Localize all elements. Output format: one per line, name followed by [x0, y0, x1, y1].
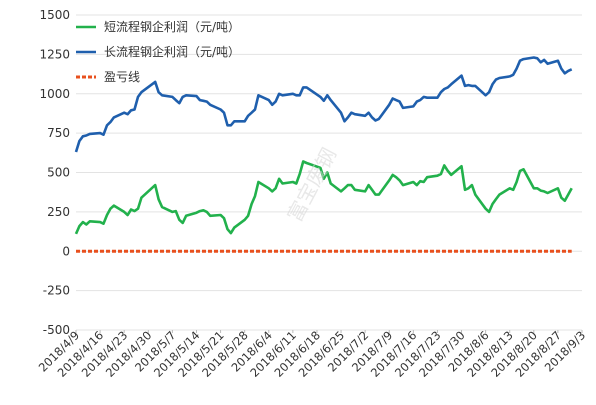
y-tick-label: 1000: [39, 87, 70, 101]
y-tick-label: 0: [62, 244, 70, 258]
y-tick-label: 1250: [39, 47, 70, 61]
series-line-1: [74, 56, 573, 153]
x-axis: 2018/4/92018/4/162018/4/232018/4/302018/…: [36, 328, 588, 380]
legend-label-1: 长流程钢企利润（元/吨）: [104, 44, 240, 59]
legend: 短流程钢企利润（元/吨） 长流程钢企利润（元/吨） 盈亏线: [76, 19, 240, 84]
y-axis: -500 -250 0 250 500 750 1000 1250 1500: [39, 8, 70, 337]
y-tick-label: -500: [43, 323, 70, 337]
y-tick-label: -250: [43, 284, 70, 298]
y-tick-label: 1500: [39, 8, 70, 22]
y-tick-label: 250: [47, 205, 70, 219]
series-line-0: [74, 160, 573, 235]
y-tick-label: 750: [47, 126, 70, 140]
legend-label-0: 短流程钢企利润（元/吨）: [104, 19, 240, 34]
legend-label-2: 盈亏线: [104, 70, 140, 84]
y-tick-label: 500: [47, 166, 70, 180]
series-group: [74, 56, 573, 253]
